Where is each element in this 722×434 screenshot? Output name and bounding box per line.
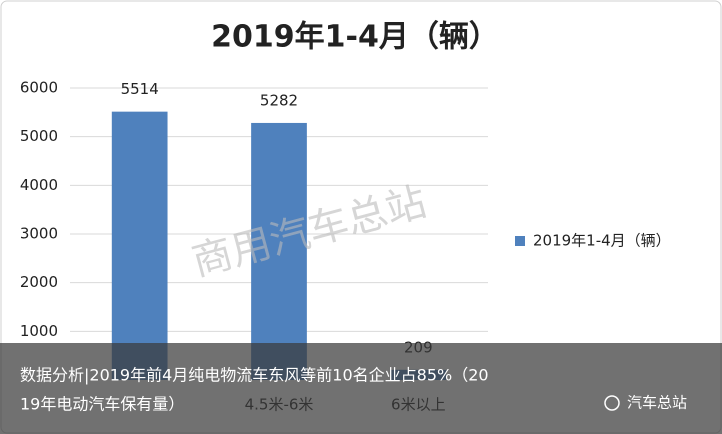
caption-line: 数据分析|2019年前4月纯电物流车东风等前10名企业占85%（20 bbox=[20, 366, 489, 385]
y-tick-label: 1000 bbox=[20, 322, 58, 340]
value-label: 5282 bbox=[260, 91, 298, 109]
logo-text: 汽车总站 bbox=[627, 394, 687, 412]
y-tick-label: 2000 bbox=[20, 273, 58, 291]
logo-icon bbox=[604, 395, 620, 411]
legend-label: 2019年1-4月（辆） bbox=[533, 232, 671, 250]
caption-overlay bbox=[0, 343, 722, 434]
value-label: 5514 bbox=[121, 80, 159, 98]
legend-swatch bbox=[515, 236, 525, 246]
y-tick-label: 3000 bbox=[20, 225, 58, 243]
y-tick-label: 6000 bbox=[20, 79, 58, 97]
chart-title: 2019年1-4月（辆） bbox=[211, 20, 499, 55]
y-tick-label: 5000 bbox=[20, 127, 58, 145]
bar bbox=[251, 122, 307, 381]
bar bbox=[111, 111, 168, 380]
caption-line: 19年电动汽车保有量） bbox=[20, 395, 184, 414]
y-tick-label: 4000 bbox=[20, 176, 58, 194]
